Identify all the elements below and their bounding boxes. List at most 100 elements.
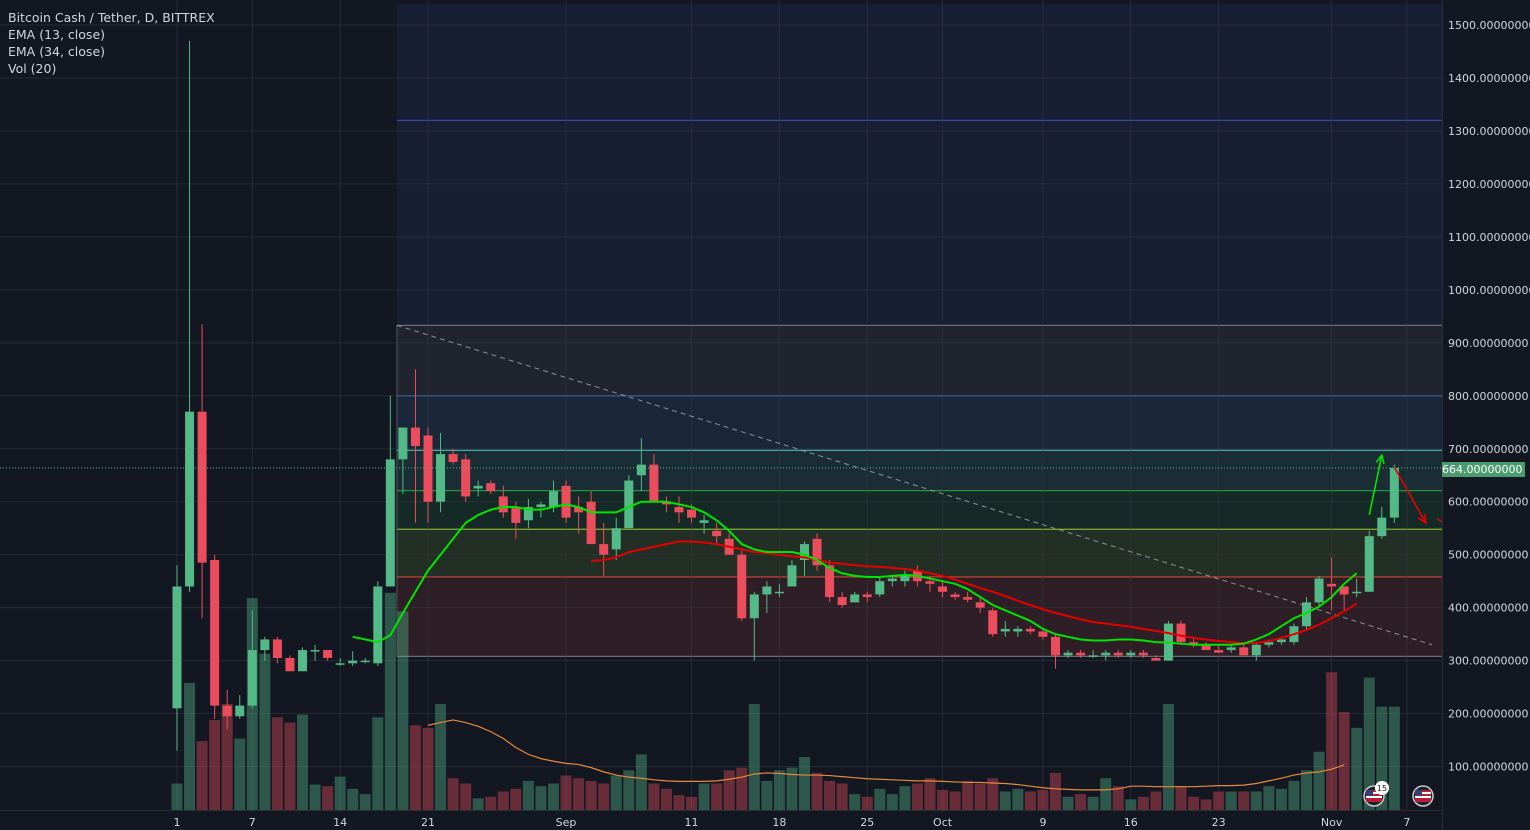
x-axis-tick-label: 14 xyxy=(333,816,347,829)
candle-body xyxy=(1314,578,1324,603)
candle-body xyxy=(900,575,910,582)
arrow-stub xyxy=(1436,518,1443,523)
volume-bar xyxy=(284,722,296,810)
candle-body xyxy=(737,554,747,619)
volume-legend[interactable]: Vol (20) xyxy=(8,61,57,76)
volume-bar xyxy=(1100,778,1112,810)
volume-bar xyxy=(598,783,610,810)
y-axis-tick-label: 1500.00000000 xyxy=(1448,19,1530,32)
volume-bar xyxy=(949,791,961,810)
flag-canton xyxy=(1366,790,1373,796)
ema13-legend[interactable]: EMA (13, close) xyxy=(8,27,106,42)
candle-body xyxy=(1201,644,1211,651)
volume-bar xyxy=(648,783,660,810)
candle-body xyxy=(310,650,320,652)
projection-arrow-down xyxy=(1393,466,1427,524)
candle-body xyxy=(1364,536,1374,592)
volume-bar xyxy=(1363,677,1375,810)
x-axis-tick-label: 16 xyxy=(1124,816,1138,829)
candle-body xyxy=(272,639,282,658)
volume-bar xyxy=(472,798,484,810)
candle-body xyxy=(511,507,521,523)
volume-bar xyxy=(1112,786,1124,810)
candle-body xyxy=(1264,642,1274,645)
candle-body xyxy=(1076,652,1086,656)
candle-body xyxy=(611,528,621,550)
volume-bar xyxy=(698,783,710,810)
candle-body xyxy=(197,411,207,563)
events-flag-icon xyxy=(1412,785,1434,807)
volume-bar xyxy=(384,592,396,810)
volume-bar xyxy=(660,788,672,810)
volume-bar xyxy=(1062,796,1074,810)
fib-zone xyxy=(396,395,1442,451)
candle-body xyxy=(574,507,584,513)
x-axis-tick-label: 1 xyxy=(174,816,181,829)
volume-bar xyxy=(309,784,321,810)
volume-bar xyxy=(209,719,221,810)
candle-body xyxy=(1189,642,1199,645)
candle-body xyxy=(850,594,860,603)
events-count-badge: 15 xyxy=(1377,784,1387,793)
candle-body xyxy=(774,591,784,594)
candle-body xyxy=(586,501,596,545)
candle-body xyxy=(1214,650,1224,653)
candle-body xyxy=(687,509,697,518)
x-axis-tick-label: 18 xyxy=(772,816,786,829)
volume-bar xyxy=(1200,799,1212,810)
volume-bar xyxy=(1250,791,1262,810)
candle-body xyxy=(1239,647,1249,656)
volume-bar xyxy=(623,770,635,810)
y-axis-tick-label: 1000.00000000 xyxy=(1448,284,1530,297)
volume-bar xyxy=(409,725,421,810)
volume-bar xyxy=(535,786,547,810)
volume-bar xyxy=(836,783,848,810)
fib-zone xyxy=(396,576,1442,657)
fib-zone xyxy=(396,120,1442,326)
candle-body xyxy=(1126,652,1136,656)
x-axis-tick-label: Sep xyxy=(556,816,577,829)
flag-stripe xyxy=(1366,792,1382,794)
candle-body xyxy=(749,594,759,619)
candle-body xyxy=(1138,652,1148,656)
volume-bar xyxy=(259,653,271,810)
volume-bar xyxy=(610,775,622,810)
candle-body xyxy=(1025,628,1035,632)
candle-body xyxy=(486,483,496,492)
volume-bar xyxy=(799,757,810,810)
fib-zone xyxy=(396,3,1442,121)
volume-bar xyxy=(1238,791,1250,810)
candle-body xyxy=(1038,631,1048,637)
volume-bar xyxy=(761,780,773,810)
volume-bar xyxy=(1087,796,1099,810)
ema13-line xyxy=(352,500,1358,646)
volume-bar xyxy=(573,778,585,810)
events-flag-icon xyxy=(1363,781,1389,807)
x-axis-tick-label: 7 xyxy=(1403,816,1410,829)
candle-body xyxy=(498,496,508,513)
volume-bar xyxy=(447,778,459,810)
arrow-head xyxy=(1417,513,1427,525)
x-axis-tick-label: 9 xyxy=(1039,816,1046,829)
candle-body xyxy=(1176,623,1186,643)
candle-body xyxy=(599,544,609,555)
volume-bar xyxy=(297,714,308,810)
candle-body xyxy=(812,538,822,566)
volume-bar xyxy=(974,783,986,810)
fib-zone xyxy=(396,529,1442,577)
candle-body xyxy=(1377,517,1387,537)
volume-bar xyxy=(824,780,836,810)
candle-body xyxy=(436,454,446,502)
ema34-legend[interactable]: EMA (34, close) xyxy=(8,44,106,59)
candle-body xyxy=(636,464,646,476)
candle-body xyxy=(247,650,257,706)
volume-bar xyxy=(460,783,472,810)
y-axis-tick-label: 1400.00000000 xyxy=(1448,72,1530,85)
y-axis-tick-label: 300.00000000 xyxy=(1448,655,1528,668)
candle-body xyxy=(1251,644,1261,656)
candle-body xyxy=(699,520,709,523)
volume-bar xyxy=(548,783,559,810)
chart-legend: Bitcoin Cash / Tether, D, BITTREX EMA (1… xyxy=(8,9,215,77)
candle-body xyxy=(950,594,960,598)
